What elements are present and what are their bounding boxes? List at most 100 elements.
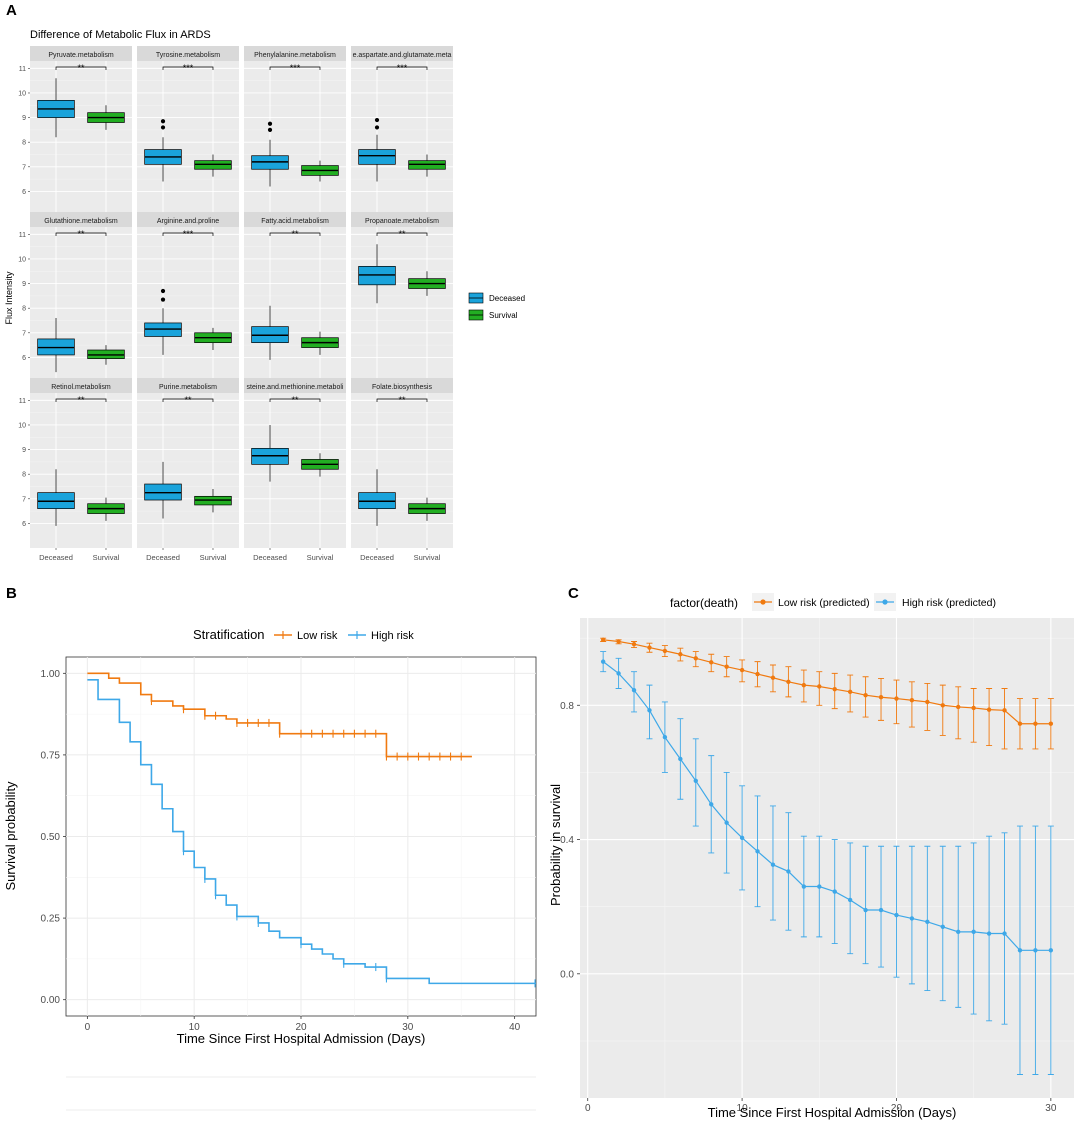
facet-strip: [30, 46, 132, 61]
point-low-risk-predicted: [693, 656, 698, 661]
point-high-risk-predicted: [863, 907, 868, 913]
significance-label: **: [398, 229, 406, 239]
legend-label-deceased: Deceased: [489, 294, 525, 303]
error-bar-high-risk-predicted: [893, 845, 900, 978]
point-low-risk-predicted: [847, 689, 853, 695]
facet-purine-metabolism: Purine.metabolism Deceased Survival **: [137, 378, 239, 562]
y-tick-label: 0.75: [41, 750, 61, 761]
point-high-risk-predicted: [940, 924, 945, 930]
point-high-risk-predicted: [631, 687, 637, 693]
y-tick-label: 7: [22, 164, 26, 171]
facet-strip-label: Retinol.metabolism: [51, 384, 111, 391]
significance-label: **: [77, 229, 85, 239]
panel-label-c: C: [568, 585, 579, 602]
point-low-risk-predicted: [863, 693, 868, 698]
x-tick-label: Deceased: [39, 553, 73, 562]
point-high-risk-predicted: [878, 907, 884, 913]
point-high-risk-predicted: [925, 919, 930, 924]
panel-b-xlabel: Time Since First Hospital Admission (Day…: [177, 1031, 426, 1046]
facet-strip: [351, 212, 453, 227]
panel-b-grid: [66, 657, 536, 1016]
facet-panel-bg: [351, 227, 453, 382]
point-low-risk-predicted: [739, 667, 745, 673]
box-deceased-outlier: [160, 297, 166, 302]
y-tick-label: 11: [19, 398, 26, 405]
panel-c-series: [600, 637, 1054, 1075]
significance-bracket: [269, 232, 321, 236]
y-tick-label: 6: [22, 189, 26, 196]
facet-strip-label: Pyruvate.metabolism: [48, 52, 114, 59]
point-high-risk-predicted: [786, 869, 791, 874]
significance-bracket: [376, 232, 428, 236]
point-high-risk-predicted: [693, 778, 698, 783]
panel-b-ylabel: Survival probability: [3, 781, 18, 891]
point-low-risk-predicted: [1048, 721, 1054, 726]
error-bar-low-risk-predicted: [1001, 688, 1008, 750]
facet-folate-biosynthesis: Folate.biosynthesis Deceased Survival **: [351, 378, 453, 562]
facet-panel-bg: [30, 393, 132, 548]
panel-label-b: B: [6, 585, 17, 602]
y-tick-label: 1.00: [41, 669, 61, 680]
x-tick-label: 0: [585, 1103, 591, 1114]
significance-label: ***: [183, 63, 194, 73]
box-deceased-outlier: [267, 121, 273, 126]
facet-retinol-metabolism: Retinol.metabolism 6 7 8 9 10 11 Deceased Surviv…: [18, 378, 132, 562]
y-tick-label: 9: [22, 447, 26, 454]
y-tick-label: 6: [22, 355, 26, 362]
point-low-risk-predicted: [832, 686, 837, 692]
facet-panel-bg: [244, 393, 346, 548]
point-high-risk-predicted: [909, 916, 915, 921]
facet-strip: [137, 378, 239, 393]
error-bar-high-risk-predicted: [862, 845, 869, 965]
point-high-risk-predicted: [1017, 948, 1023, 953]
point-low-risk-predicted: [971, 705, 976, 711]
y-tick-label: 10: [18, 256, 26, 263]
error-bar-high-risk-predicted: [908, 845, 915, 985]
facet-glutathione-metabolism: Glutathione.metabolism 6 7 8 9 10 11 **: [18, 212, 132, 382]
error-bar-high-risk-predicted: [955, 845, 962, 1008]
series-line-low-risk-predicted: [603, 639, 1051, 725]
point-low-risk-predicted: [940, 703, 945, 708]
panel-c-legend-title: factor(death): [670, 596, 738, 610]
error-bar-high-risk-predicted: [939, 845, 946, 1002]
x-tick-label: Survival: [414, 553, 441, 562]
facet-fatty-acid-metabolism: Fatty.acid.metabolism **: [244, 212, 346, 382]
panel-b-series: [87, 672, 536, 988]
point-low-risk-predicted: [647, 645, 652, 650]
facet-strip: [137, 212, 239, 227]
box-deceased-outlier: [160, 119, 166, 124]
x-tick-label: Survival: [93, 553, 120, 562]
point-high-risk-predicted: [600, 659, 606, 664]
point-low-risk-predicted: [755, 671, 760, 677]
y-tick-label: 0.4: [560, 835, 574, 846]
panel-a: Difference of Metabolic Flux in ARDS Flu…: [4, 29, 525, 562]
facet-panel-bg: [244, 61, 346, 216]
point-high-risk-predicted: [1048, 948, 1054, 953]
point-high-risk-predicted: [817, 884, 822, 889]
significance-bracket: [376, 66, 428, 70]
facet-strip: [137, 46, 239, 61]
point-high-risk-predicted: [647, 708, 652, 713]
facet-strip-label: Purine.metabolism: [159, 384, 217, 391]
legend-label-low-risk: Low risk: [297, 630, 338, 642]
significance-label: ***: [397, 63, 408, 73]
facet-strip: [244, 212, 346, 227]
significance-bracket: [376, 398, 428, 402]
box-deceased-outlier: [374, 117, 380, 123]
facet-strip-label: Fatty.acid.metabolism: [261, 218, 329, 225]
y-tick-label: 6: [22, 521, 26, 528]
x-tick-label: 20: [295, 1022, 307, 1033]
km-curve-high-risk: [87, 679, 536, 985]
y-tick-label: 0.25: [41, 914, 61, 925]
facet-strip-label: Folate.biosynthesis: [372, 384, 432, 391]
x-tick-label: Survival: [200, 553, 227, 562]
error-bar-high-risk-predicted: [1001, 832, 1008, 1025]
point-low-risk-predicted: [631, 641, 637, 647]
error-bar-low-risk-predicted: [939, 684, 946, 736]
error-bar-high-risk-predicted: [878, 845, 885, 968]
x-tick-label: 10: [189, 1022, 201, 1033]
y-tick-label: 11: [19, 232, 26, 239]
facet-phenylalanine-metabolism: Phenylalanine.metabolism ***: [244, 46, 346, 216]
y-tick-label: 8: [22, 140, 26, 147]
facet-arginine-and-proline: Arginine.and.proline ***: [137, 212, 239, 382]
